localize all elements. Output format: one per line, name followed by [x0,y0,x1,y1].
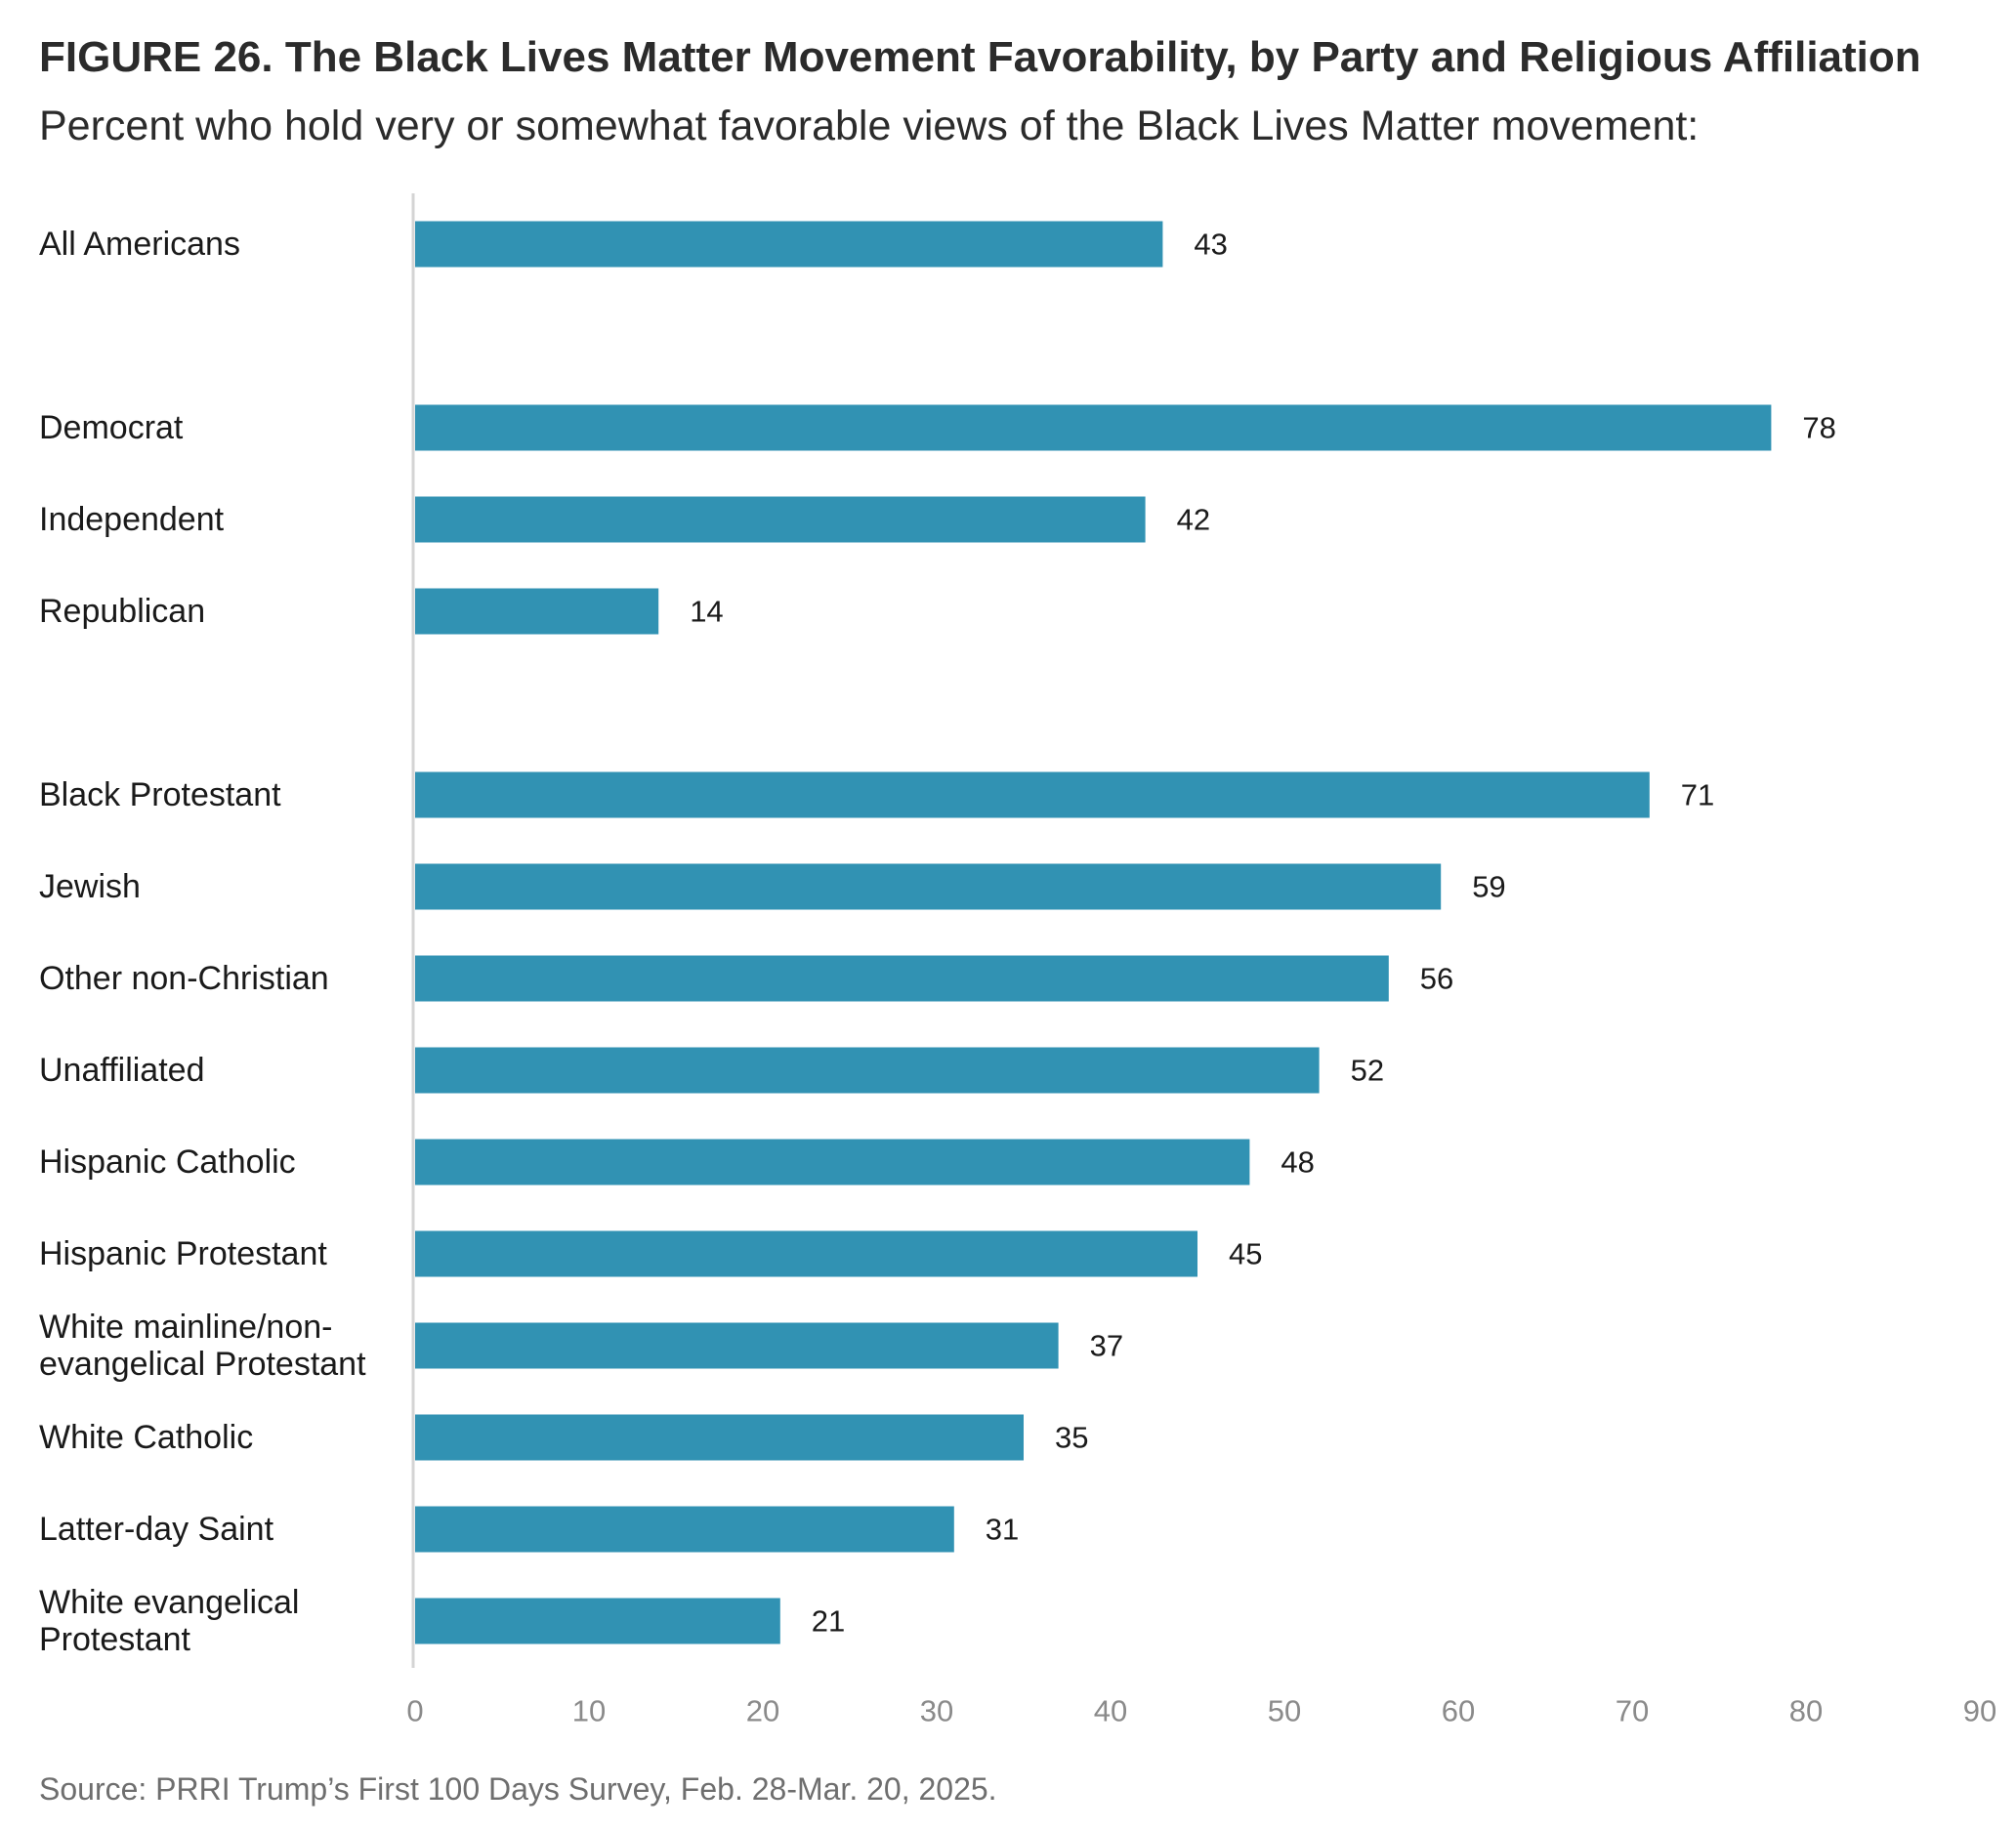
x-tick-label: 20 [746,1694,779,1728]
category-label: Hispanic Protestant [39,1235,327,1272]
category-label: Democrat [39,409,184,446]
bar [415,955,1389,1002]
chart-title: FIGURE 26. The Black Lives Matter Moveme… [39,33,1921,81]
category-label: White mainline/non-evangelical Protestan… [39,1309,366,1383]
bar [415,863,1442,910]
value-label: 35 [1055,1421,1088,1455]
category-label-line: White mainline/non- [39,1309,332,1346]
x-tick-label: 40 [1094,1694,1127,1728]
x-tick-label: 30 [920,1694,953,1728]
value-label: 59 [1472,870,1505,904]
category-label-line: White evangelical [39,1584,299,1621]
chart-subtitle: Percent who hold very or somewhat favora… [39,103,1700,149]
value-label: 52 [1351,1054,1384,1088]
x-tick-label: 50 [1268,1694,1301,1728]
x-axis-ticks: 0 10 20 30 40 50 60 70 80 90 [406,1694,1996,1728]
category-label: Unaffiliated [39,1052,205,1089]
bar [415,1506,954,1553]
bar [415,1414,1024,1461]
category-label: Latter-day Saint [39,1511,274,1548]
bars-layer: All Americans 43 Democrat 78 Independent 42 Re… [39,221,1836,1658]
bar [415,404,1772,451]
x-tick-label: 70 [1616,1694,1649,1728]
bar [415,1598,780,1644]
category-label: Other non-Christian [39,960,329,997]
bar [415,1322,1059,1369]
category-label: Black Protestant [39,776,281,813]
category-label: Independent [39,501,225,538]
x-tick-label: 60 [1442,1694,1475,1728]
bar [415,221,1163,268]
chart-source: Source: PRRI Trump’s First 100 Days Surv… [39,1771,997,1807]
value-label: 21 [812,1604,845,1639]
category-label: Jewish [39,868,141,905]
bar [415,1139,1250,1185]
category-label-line: evangelical Protestant [39,1346,366,1383]
x-tick-label: 80 [1789,1694,1823,1728]
value-label: 78 [1802,411,1835,445]
category-label: Hispanic Catholic [39,1144,296,1181]
value-label: 31 [986,1513,1019,1547]
value-label: 37 [1090,1329,1123,1363]
category-label: Republican [39,593,205,630]
bar [415,1047,1320,1094]
value-label: 43 [1194,228,1227,262]
value-label: 42 [1177,503,1210,537]
bar [415,588,659,635]
category-label-line: Protestant [39,1621,191,1658]
value-label: 71 [1681,778,1714,812]
category-label: White Catholic [39,1419,253,1456]
value-label: 56 [1420,962,1453,996]
value-label: 48 [1281,1145,1314,1180]
x-tick-label: 0 [406,1694,423,1728]
category-label: All Americans [39,226,240,263]
x-tick-label: 90 [1963,1694,1996,1728]
bar [415,771,1650,818]
value-label: 14 [690,595,723,629]
value-label: 45 [1229,1237,1262,1271]
bar [415,1230,1197,1277]
category-label: White evangelical Protestant [39,1584,299,1658]
bar [415,496,1146,543]
x-tick-label: 10 [572,1694,606,1728]
